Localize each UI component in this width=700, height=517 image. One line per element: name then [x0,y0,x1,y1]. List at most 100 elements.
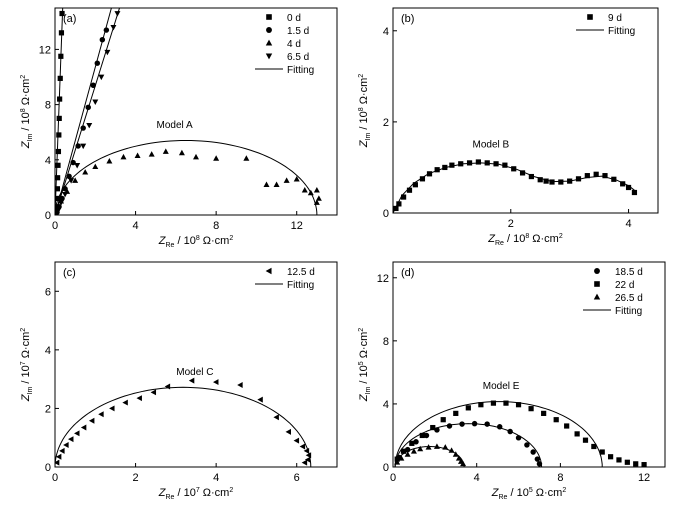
y-axis-label: ZIm / 108 Ω·cm2 [358,74,372,148]
legend-entry: 9 d [608,13,622,24]
data-point [496,424,503,430]
data-point [425,444,432,450]
data-point [511,166,517,172]
data-point [440,417,446,423]
panel-c: 0 2 4 6 0 2 4 6 (c) ZRe / 107 Ω·cm2 ZIm / 107 Ω·cm… [20,261,338,501]
data-point [608,454,614,460]
data-point [301,187,308,193]
data-point [162,148,169,154]
data-point [106,158,113,164]
data-point [582,437,589,443]
data-point [58,200,65,206]
x-tick-label: 6 [294,472,300,484]
y-tick-label: 4 [45,345,51,357]
data-point [315,195,322,201]
data-point [313,199,320,205]
panel-b: 2 4 0 2 4 (b) ZRe / 108 Ω·cm2 ZIm / 108 Ω·cm2 Mo… [358,7,659,247]
data-point [484,421,490,427]
data-point [475,159,481,165]
data-point [59,10,65,17]
data-point [74,162,81,169]
data-point [616,457,622,463]
data-point [56,132,62,138]
data-point [55,195,60,202]
legend-marker [265,53,273,60]
legend-marker [266,14,272,20]
y-tick-label: 4 [383,399,389,411]
legend-entry: 22 d [615,280,634,291]
panel-label: (c) [63,267,76,279]
data-point [537,177,543,183]
data-point [56,115,62,121]
legend-marker [265,39,273,46]
data-point [624,459,630,465]
data-point [92,99,99,105]
data-point [534,456,541,462]
data-point [641,462,647,467]
data-point [442,444,449,450]
data-point [446,423,453,429]
data-point [283,177,290,183]
x-tick-label: 4 [625,218,631,230]
y-tick-label: 12 [39,44,51,56]
legend-fitting: Fitting [615,306,642,317]
data-point [611,176,617,182]
legend-fitting: Fitting [287,65,314,76]
data-point [434,167,440,173]
data-point [426,171,433,177]
data-point [394,456,400,462]
data-point [528,406,534,412]
data-point [410,448,417,454]
y-tick-label: 0 [383,208,389,220]
data-point [55,453,62,460]
plot-frame [392,7,659,214]
x-tick-label: 4 [213,472,219,484]
data-point [417,445,424,452]
data-point [237,382,243,388]
data-point [57,96,63,102]
y-tick-label: 8 [45,100,51,112]
x-tick-label: 2 [508,218,514,230]
panel-d: 0 4 8 12 0 4 8 12 (d) ZRe / 105 Ω·cm2 ZIm / 105 Ω·… [358,261,666,501]
data-point [62,191,69,198]
data-point [575,176,582,182]
data-point [558,179,564,185]
data-point [104,49,111,56]
data-point [490,400,497,406]
data-point [150,389,157,396]
fit-line [55,8,120,215]
data-point [404,446,411,453]
legend-marker [587,14,593,20]
data-point [67,436,74,443]
data-point [66,173,72,180]
data-point [88,417,95,424]
data-point [59,447,65,454]
legend-entry: 4 d [287,39,301,50]
data-point [313,187,320,193]
data-point [134,152,141,158]
x-axis-label: ZRe / 108 Ω·cm2 [487,233,563,247]
legend-entry: 0 d [287,13,301,24]
y-axis-label: ZIm / 107 Ω·cm2 [20,328,34,402]
data-point [423,432,430,439]
data-point [98,74,105,81]
y-axis-label: ZIm / 108 Ω·cm2 [20,75,34,149]
data-point [543,178,549,184]
data-point [98,411,104,418]
data-point [536,461,543,467]
data-point [453,410,459,416]
data-point [631,189,638,196]
legend-marker [594,281,600,287]
plot-area [394,400,647,467]
fit-line [394,423,543,467]
data-point [404,451,411,457]
y-axis-label: ZIm / 105 Ω·cm2 [358,328,372,402]
data-point [455,455,462,461]
plot-frame [392,261,666,468]
data-point [72,177,79,183]
data-point [460,460,467,467]
data-point [398,455,405,461]
data-point [57,75,63,81]
x-tick-label: 4 [133,220,139,232]
data-point [80,424,87,431]
